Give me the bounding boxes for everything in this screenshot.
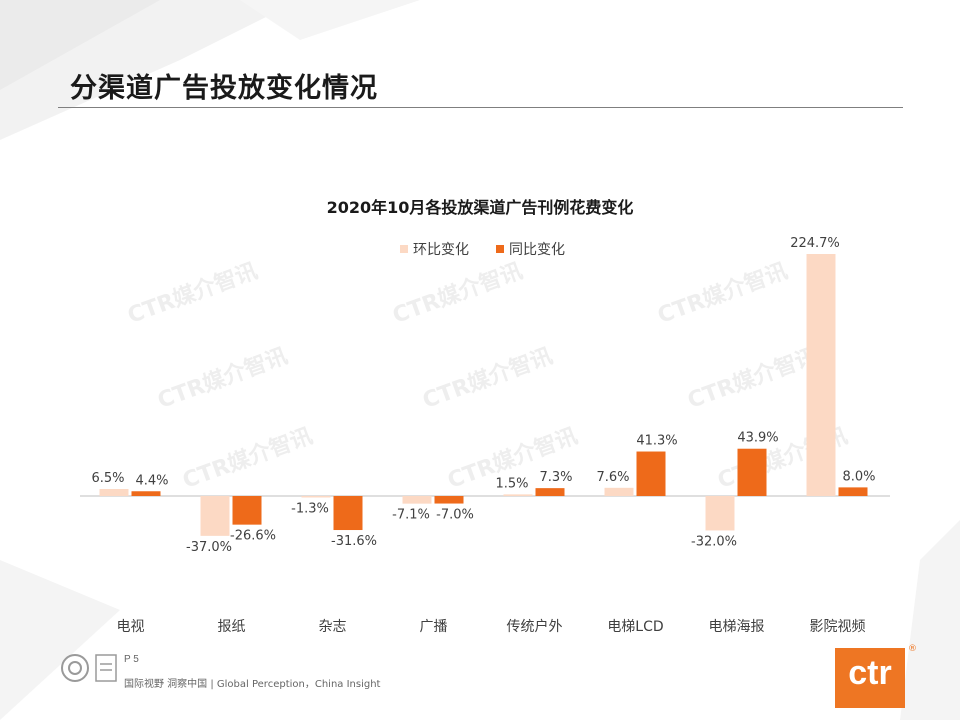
- bar-mom-2: [301, 496, 331, 498]
- watermark-text: CTR媒介智讯: [154, 343, 291, 414]
- bar-yoy-6: [737, 448, 767, 496]
- data-label-yoy-6: 43.9%: [737, 431, 778, 446]
- data-label-mom-3: -7.1%: [392, 508, 430, 523]
- data-label-yoy-4: 7.3%: [539, 470, 572, 485]
- title-divider: [58, 107, 903, 108]
- bar-yoy-4: [535, 488, 565, 496]
- data-label-yoy-7: 8.0%: [842, 469, 875, 484]
- data-label-mom-0: 6.5%: [91, 471, 124, 486]
- category-label-2: 杂志: [319, 619, 347, 635]
- bar-yoy-5: [636, 451, 666, 496]
- category-label-5: 电梯LCD: [607, 619, 663, 635]
- bar-yoy-3: [434, 496, 464, 504]
- data-label-yoy-0: 4.4%: [135, 473, 168, 488]
- data-label-mom-4: 1.5%: [495, 476, 528, 491]
- legend-swatch-yoy: [496, 245, 504, 253]
- bar-yoy-0: [131, 491, 161, 496]
- chart-title: 2020年10月各投放渠道广告刊例花费变化: [326, 198, 634, 217]
- footer-tagline: 国际视野 洞察中国 | Global Perception，China Insi…: [124, 679, 381, 690]
- data-label-mom-5: 7.6%: [596, 470, 629, 485]
- watermark-text: CTR媒介智讯: [684, 343, 821, 414]
- category-label-7: 影院视频: [810, 619, 866, 635]
- data-label-yoy-3: -7.0%: [436, 508, 474, 523]
- registered-mark: ®: [908, 644, 917, 654]
- data-label-mom-2: -1.3%: [291, 502, 329, 517]
- page-title: 分渠道广告投放变化情况: [70, 73, 378, 104]
- category-label-6: 电梯海报: [709, 619, 765, 635]
- data-label-yoy-5: 41.3%: [636, 434, 677, 449]
- bar-mom-6: [705, 496, 735, 531]
- data-label-yoy-2: -31.6%: [331, 534, 377, 549]
- watermark-text: CTR媒介智讯: [124, 258, 261, 329]
- category-label-0: 电视: [117, 619, 145, 635]
- bar-mom-1: [200, 496, 230, 536]
- legend-label-yoy: 同比变化: [509, 242, 565, 258]
- bar-mom-0: [99, 488, 129, 496]
- watermark-text: CTR媒介智讯: [179, 423, 316, 494]
- data-label-yoy-1: -26.6%: [230, 529, 276, 544]
- watermark-text: CTR媒介智讯: [419, 343, 556, 414]
- watermark-text: CTR媒介智讯: [389, 258, 526, 329]
- bar-yoy-1: [232, 496, 262, 525]
- data-label-mom-1: -37.0%: [186, 540, 232, 555]
- legend-swatch-mom: [400, 245, 408, 253]
- bar-mom-4: [503, 494, 533, 496]
- data-label-mom-7: 224.7%: [790, 236, 840, 251]
- legend-item-yoy: 同比变化: [496, 239, 565, 259]
- bar-yoy-7: [838, 487, 868, 496]
- category-label-4: 传统户外: [507, 618, 563, 635]
- data-label-mom-6: -32.0%: [691, 534, 737, 549]
- certification-seal-icon: [61, 654, 117, 682]
- bar-mom-5: [604, 487, 634, 496]
- legend-item-mom: 环比变化: [400, 239, 469, 259]
- category-label-1: 报纸: [218, 619, 246, 635]
- ctr-logo: ctr: [835, 648, 905, 708]
- page-number: P 5: [124, 654, 139, 665]
- logo-text: ctr: [848, 654, 892, 692]
- bar-mom-3: [402, 496, 432, 504]
- bar-yoy-2: [333, 496, 363, 531]
- watermark-text: CTR媒介智讯: [654, 258, 791, 329]
- category-label-3: 广播: [420, 619, 448, 635]
- bar-mom-7: [806, 254, 836, 496]
- legend-label-mom: 环比变化: [413, 242, 469, 258]
